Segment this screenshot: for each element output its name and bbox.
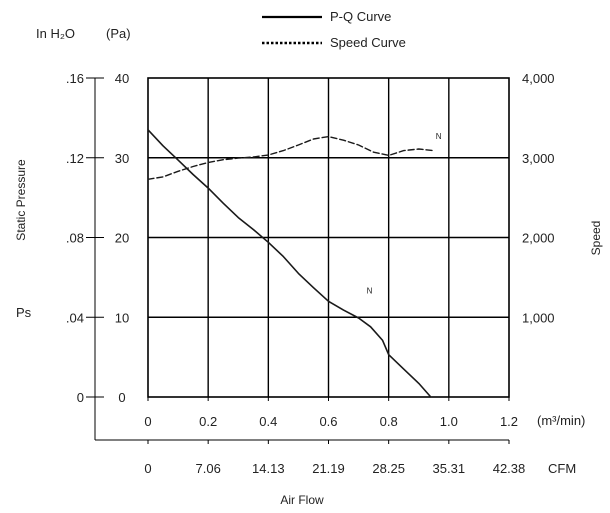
speed-tick-label: 1,000 (522, 310, 555, 325)
cfm-tick-label: 35.31 (433, 461, 466, 476)
pq-curve (147, 129, 432, 398)
cfm-tick-label: 42.38 (493, 461, 526, 476)
unit-pa: (Pa) (106, 26, 131, 41)
unit-m3min: (m³/min) (537, 413, 585, 428)
grid (147, 77, 510, 398)
xlabel-air-flow: Air Flow (280, 493, 324, 507)
inh2o-tick-label: .08 (66, 231, 84, 246)
ylabel-static-pressure: Static Pressure (14, 159, 28, 241)
series: NN (147, 129, 442, 398)
speed-n-marker: N (436, 132, 442, 141)
pa-tick-label: 20 (115, 231, 129, 246)
pa-tick-label: 40 (115, 71, 129, 86)
ylabel-speed: Speed (589, 221, 603, 256)
legend-pq-label: P-Q Curve (330, 9, 391, 24)
x-tick-label: 0.6 (319, 414, 337, 429)
inh2o-tick-label: .12 (66, 151, 84, 166)
ticks (86, 77, 510, 444)
cfm-tick-label: 28.25 (372, 461, 405, 476)
cfm-tick-label: 14.13 (252, 461, 285, 476)
unit-inh2o: In H₂O (36, 26, 75, 41)
x-tick-label: 0.2 (199, 414, 217, 429)
x-tick-label: 0 (144, 414, 151, 429)
speed-tick-label: 4,000 (522, 71, 555, 86)
speed-tick-label: 2,000 (522, 231, 555, 246)
speed-curve (147, 135, 435, 180)
legend-speed-label: Speed Curve (330, 35, 406, 50)
x-tick-label: 0.8 (380, 414, 398, 429)
ps-label: Ps (16, 305, 32, 320)
inh2o-tick-label: .04 (66, 310, 84, 325)
legend: P-Q Curve Speed Curve (262, 9, 406, 50)
x-tick-label: 1.2 (500, 414, 518, 429)
unit-cfm: CFM (548, 461, 576, 476)
cfm-tick-label: 21.19 (312, 461, 345, 476)
tick-labels: 0 0 0.2 7.06 0.4 14.13 0.6 21.19 0.8 28.25 1.0 35.3… (66, 71, 555, 476)
cfm-tick-label: 0 (144, 461, 151, 476)
inh2o-tick-label: .16 (66, 71, 84, 86)
pa-tick-label: 10 (115, 310, 129, 325)
speed-tick-label: 3,000 (522, 151, 555, 166)
x-tick-label: 0.4 (259, 414, 277, 429)
pa-tick-label: 30 (115, 151, 129, 166)
pq-n-marker: N (367, 287, 373, 296)
inh2o-tick-label: 0 (77, 390, 84, 405)
pa-tick-label: 0 (118, 390, 125, 405)
x-tick-label: 1.0 (440, 414, 458, 429)
cfm-tick-label: 7.06 (196, 461, 221, 476)
